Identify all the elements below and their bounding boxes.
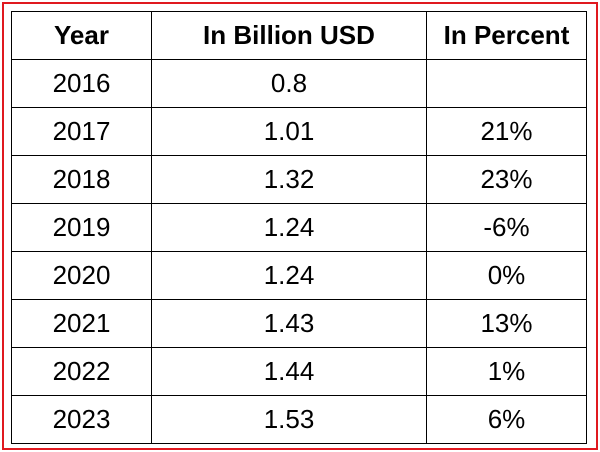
column-header-year: Year (11, 11, 152, 60)
cell-percent (426, 59, 587, 108)
cell-usd: 1.44 (151, 347, 427, 396)
table-row: 2023 1.53 6% (11, 395, 587, 444)
cell-year: 2022 (11, 347, 152, 396)
cell-percent: 1% (426, 347, 587, 396)
header-row: Year In Billion USD In Percent (11, 11, 587, 60)
cell-usd: 1.43 (151, 299, 427, 348)
table-row: 2021 1.43 13% (11, 299, 587, 348)
column-header-percent: In Percent (426, 11, 587, 60)
cell-usd: 1.01 (151, 107, 427, 156)
cell-usd: 0.8 (151, 59, 427, 108)
data-table: Year In Billion USD In Percent 2016 0.8 … (11, 11, 587, 444)
table-row: 2018 1.32 23% (11, 155, 587, 204)
cell-percent: 0% (426, 251, 587, 300)
table-row: 2016 0.8 (11, 59, 587, 108)
cell-year: 2017 (11, 107, 152, 156)
cell-usd: 1.24 (151, 203, 427, 252)
table-row: 2022 1.44 1% (11, 347, 587, 396)
cell-year: 2016 (11, 59, 152, 108)
cell-usd: 1.24 (151, 251, 427, 300)
cell-year: 2020 (11, 251, 152, 300)
cell-year: 2018 (11, 155, 152, 204)
cell-year: 2019 (11, 203, 152, 252)
table-row: 2019 1.24 -6% (11, 203, 587, 252)
cell-percent: 13% (426, 299, 587, 348)
table-row: 2017 1.01 21% (11, 107, 587, 156)
cell-year: 2023 (11, 395, 152, 444)
cell-year: 2021 (11, 299, 152, 348)
cell-percent: -6% (426, 203, 587, 252)
cell-percent: 23% (426, 155, 587, 204)
cell-percent: 6% (426, 395, 587, 444)
column-header-usd: In Billion USD (151, 11, 427, 60)
cell-usd: 1.32 (151, 155, 427, 204)
table-row: 2020 1.24 0% (11, 251, 587, 300)
cell-percent: 21% (426, 107, 587, 156)
cell-usd: 1.53 (151, 395, 427, 444)
